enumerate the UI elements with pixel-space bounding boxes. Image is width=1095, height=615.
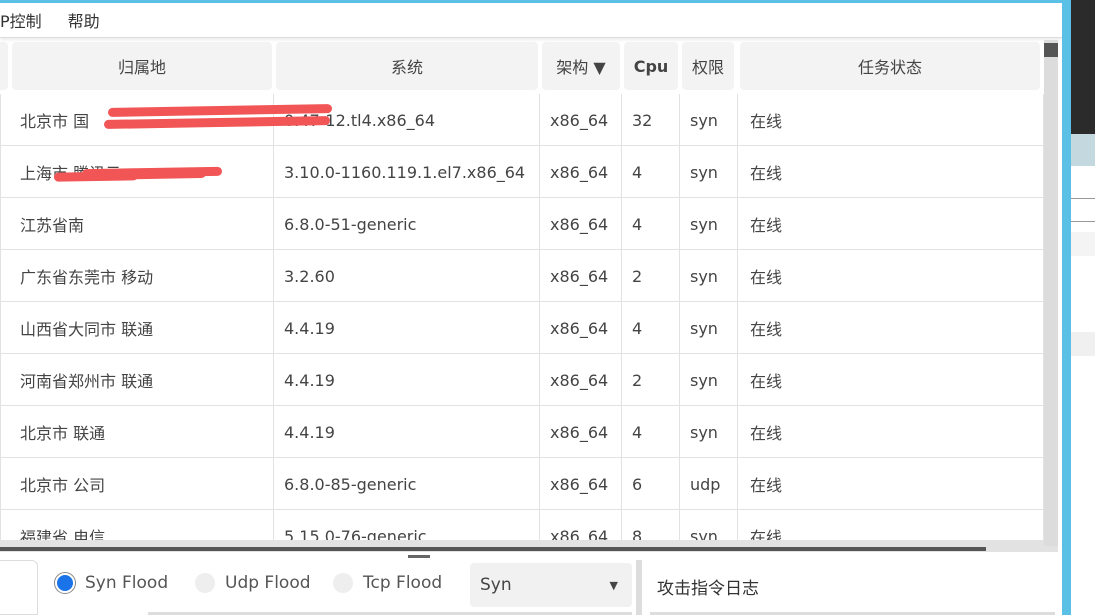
column-header-hidden[interactable]: [0, 42, 8, 90]
cell-location: 北京市 联通: [10, 406, 274, 458]
cell-arch: x86_64: [540, 302, 622, 354]
cell-perm: syn: [680, 406, 738, 458]
table-row[interactable]: 北京市 公司 6.8.0-85-generic x86_64 6 udp 在线: [0, 166, 1044, 510]
cell-location: 北京市 公司: [10, 458, 274, 510]
cell-cpu: 2: [622, 250, 680, 302]
cell-status: 在线: [738, 250, 1044, 302]
cell-system: 4.4.19: [274, 354, 540, 406]
cell-perm: syn: [680, 146, 738, 198]
table-row[interactable]: 河南省郑州市 联通 4.4.19 x86_64 2 syn 在线: [0, 354, 1044, 406]
cell-system: 6.8.0-51-generic: [274, 198, 540, 250]
radio-syn-flood[interactable]: Syn Flood: [55, 573, 168, 593]
panel-divider[interactable]: [636, 560, 642, 615]
column-header-system[interactable]: 系统: [276, 42, 538, 90]
window-right-border: [1062, 0, 1071, 615]
cell-arch: x86_64: [540, 354, 622, 406]
cell-status: 在线: [738, 146, 1044, 198]
cell-cpu: 4: [622, 198, 680, 250]
column-header-task-status[interactable]: 任务状态: [740, 42, 1040, 90]
attack-log-title: 攻击指令日志: [657, 579, 759, 599]
dropdown-caret-icon: ▼: [609, 578, 618, 592]
mode-select[interactable]: Syn ▼: [470, 563, 632, 607]
column-header-cpu[interactable]: Cpu: [624, 42, 678, 90]
cell-cpu: 32: [622, 94, 680, 146]
cell-arch: x86_64: [540, 198, 622, 250]
left-panel-edge: [0, 560, 38, 615]
cell-arch: x86_64: [540, 458, 622, 510]
cell-cpu: 2: [622, 354, 680, 406]
cell-status: 在线: [738, 458, 1044, 510]
menu-p-control[interactable]: P控制: [0, 12, 42, 31]
cell-status: 在线: [738, 354, 1044, 406]
cell-perm: udp: [680, 458, 738, 510]
cell-arch: x86_64: [540, 146, 622, 198]
radio-selected-icon: [55, 573, 75, 593]
table-row[interactable]: 北京市 国 0.47-12.tl4.x86_64 x86_64 32 syn 在线: [0, 94, 1044, 146]
horizontal-scrollbar-thumb[interactable]: [0, 547, 986, 551]
radio-label: Syn Flood: [85, 573, 169, 593]
table-row[interactable]: 山西省大同市 联通 4.4.19 x86_64 4 syn 在线: [0, 302, 1044, 354]
cell-status: 在线: [738, 406, 1044, 458]
radio-unselected-icon: [333, 573, 353, 593]
radio-tcp-flood[interactable]: Tcp Flood: [333, 573, 442, 593]
cell-location: 广东省东莞市 移动: [10, 250, 274, 302]
cell-location: 江苏省南: [10, 198, 274, 250]
cell-system: 4.4.19: [274, 302, 540, 354]
log-area-edge: [650, 612, 1055, 615]
cell-system: 6.8.0-85-generic: [274, 458, 540, 510]
cell-perm: syn: [680, 198, 738, 250]
column-header-permission[interactable]: 权限: [682, 42, 734, 90]
cell-cpu: 8: [622, 510, 680, 548]
attack-panel: Syn Flood Udp Flood Tcp Flood Syn ▼ 攻击指令日…: [0, 560, 1062, 615]
radio-unselected-icon: [195, 573, 215, 593]
cell-status: 在线: [738, 198, 1044, 250]
cell-cpu: 6: [622, 458, 680, 510]
radio-label: Udp Flood: [225, 573, 311, 593]
cell-cpu: 4: [622, 302, 680, 354]
cell-cpu: 4: [622, 146, 680, 198]
cell-perm: syn: [680, 354, 738, 406]
cell-cpu: 4: [622, 406, 680, 458]
cell-perm: syn: [680, 94, 738, 146]
cell-status: 在线: [738, 302, 1044, 354]
cell-location: 河南省郑州市 联通: [10, 354, 274, 406]
column-header-arch[interactable]: 架构 ▼: [542, 42, 620, 90]
radio-label: Tcp Flood: [363, 573, 443, 593]
vertical-scrollbar-thumb[interactable]: [1044, 43, 1058, 57]
host-table: 归属地 系统 架构 ▼ Cpu 权限 任务状态 北京市 国 0.47-12.tl4…: [0, 40, 1044, 548]
cell-system: 3.2.60: [274, 250, 540, 302]
cell-perm: syn: [680, 302, 738, 354]
cell-arch: x86_64: [540, 94, 622, 146]
splitter-handle[interactable]: [408, 555, 430, 558]
menu-help[interactable]: 帮助: [67, 12, 100, 31]
table-row[interactable]: 广东省东莞市 移动 3.2.60 x86_64 2 syn 在线: [0, 171, 1044, 302]
radio-udp-flood[interactable]: Udp Flood: [195, 573, 311, 593]
cell-system: 4.4.19: [274, 406, 540, 458]
table-row[interactable]: 江苏省南 6.8.0-51-generic x86_64 4 syn 在线: [0, 168, 1044, 250]
cell-system: 3.10.0-1160.119.1.el7.x86_64: [274, 146, 540, 198]
table-row[interactable]: 北京市 联通 4.4.19 x86_64 4 syn 在线: [0, 406, 1044, 458]
column-header-location[interactable]: 归属地: [12, 42, 272, 90]
mode-select-value: Syn: [480, 575, 512, 595]
window-top-border: [0, 0, 1070, 3]
background-window: [1071, 0, 1095, 615]
cell-location: 山西省大同市 联通: [10, 302, 274, 354]
cell-arch: x86_64: [540, 250, 622, 302]
cell-perm: syn: [680, 250, 738, 302]
input-field-edge[interactable]: [148, 612, 632, 615]
cell-status: 在线: [738, 94, 1044, 146]
vertical-scrollbar-track[interactable]: [1044, 40, 1058, 546]
menu-bar: P控制 帮助: [0, 3, 1062, 38]
cell-arch: x86_64: [540, 406, 622, 458]
